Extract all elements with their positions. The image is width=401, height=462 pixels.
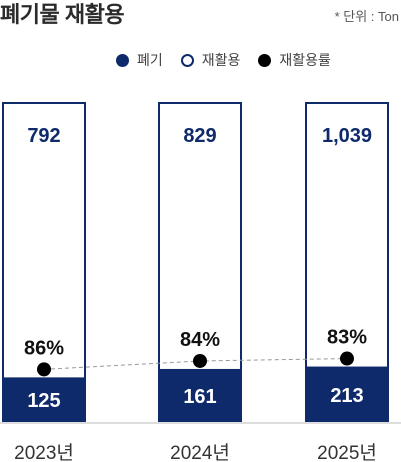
chart-title: 폐기물 재활용 [0, 2, 125, 27]
recycle-value-label-2024년: 829 [183, 125, 216, 147]
bar-waste-2023년 [2, 378, 86, 422]
waste-value-label-2025년: 213 [330, 385, 363, 407]
rate-value-label-2024년: 84% [180, 329, 220, 351]
bar-recycle-2025년 [305, 102, 389, 369]
legend-item-recycle: 재활용 [180, 50, 241, 70]
rate-dot-2024년 [193, 353, 207, 368]
legend: 폐기 재활용 재활용률 [116, 50, 331, 70]
legend-swatch-waste [116, 53, 129, 67]
legend-item-waste: 폐기 [116, 50, 163, 70]
rate-dot-2023년 [37, 362, 51, 377]
recycle-value-label-2023년: 792 [27, 125, 60, 147]
legend-swatch-recycle [180, 53, 194, 67]
waste-value-label-2023년: 125 [27, 390, 60, 412]
legend-label-recycle: 재활용 [201, 52, 241, 68]
legend-label-waste: 폐기 [137, 52, 163, 68]
legend-label-rate: 재활용률 [279, 52, 331, 68]
legend-swatch-rate [258, 53, 272, 67]
category-label-2025년: 2025년 [317, 442, 377, 462]
rate-value-label-2023년: 86% [24, 337, 64, 359]
unit-label: * 단위 : Ton [334, 9, 399, 24]
category-label-2024년: 2024년 [170, 442, 230, 462]
bar-waste-2024년 [158, 369, 242, 422]
bar-recycle-2024년 [158, 102, 242, 371]
legend-item-rate: 재활용률 [258, 50, 331, 70]
waste-value-label-2024년: 161 [183, 386, 216, 408]
rate-dot-2025년 [340, 351, 354, 366]
rate-value-label-2025년: 83% [327, 327, 367, 349]
category-label-2023년: 2023년 [14, 442, 74, 462]
recycle-value-label-2025년: 1,039 [322, 125, 372, 147]
bar-waste-2025년 [305, 367, 389, 422]
